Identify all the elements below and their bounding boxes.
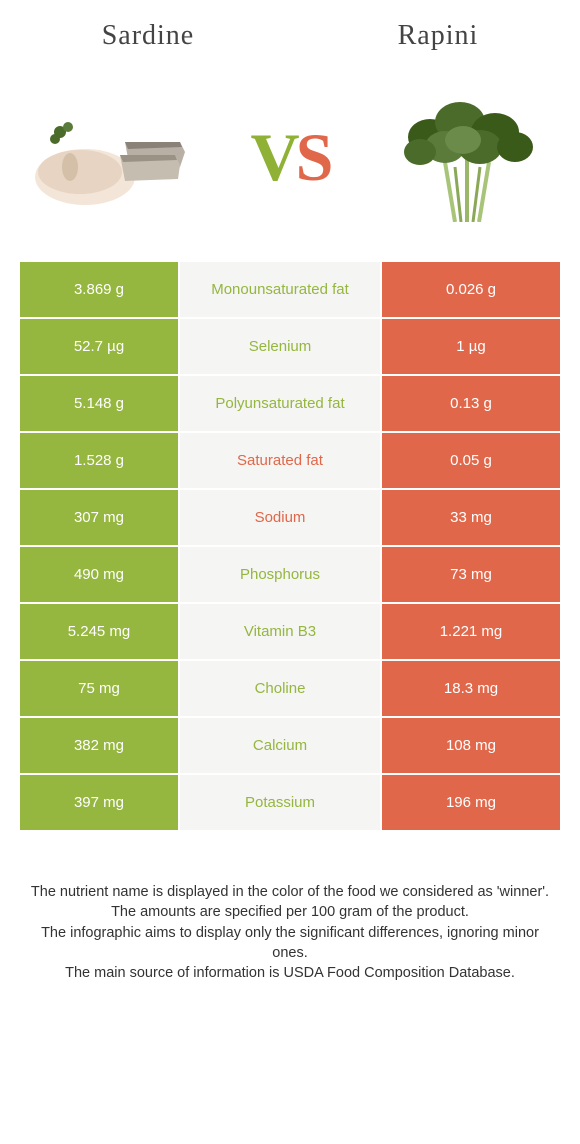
vs-label: VS xyxy=(251,118,330,197)
right-value: 33 mg xyxy=(380,490,560,547)
header: Sardine Rapini xyxy=(0,0,580,62)
footer-notes: The nutrient name is displayed in the co… xyxy=(0,832,580,983)
infographic-container: Sardine Rapini VS xyxy=(0,0,580,983)
nutrient-label: Polyunsaturated fat xyxy=(180,376,380,433)
table-row: 75 mgCholine18.3 mg xyxy=(20,661,560,718)
left-value: 307 mg xyxy=(20,490,180,547)
left-value: 397 mg xyxy=(20,775,180,832)
left-value: 1.528 g xyxy=(20,433,180,490)
right-value: 1.221 mg xyxy=(380,604,560,661)
left-food-title: Sardine xyxy=(102,20,195,52)
right-value: 0.026 g xyxy=(380,262,560,319)
left-value: 75 mg xyxy=(20,661,180,718)
nutrient-label: Phosphorus xyxy=(180,547,380,604)
sardine-image xyxy=(30,92,195,222)
table-row: 5.148 gPolyunsaturated fat0.13 g xyxy=(20,376,560,433)
right-value: 18.3 mg xyxy=(380,661,560,718)
footer-line: The nutrient name is displayed in the co… xyxy=(30,882,550,902)
right-value: 196 mg xyxy=(380,775,560,832)
right-value: 73 mg xyxy=(380,547,560,604)
images-row: VS xyxy=(0,62,580,262)
footer-line: The main source of information is USDA F… xyxy=(30,963,550,983)
nutrient-label: Sodium xyxy=(180,490,380,547)
left-value: 382 mg xyxy=(20,718,180,775)
right-food-title: Rapini xyxy=(398,20,479,52)
nutrient-label: Potassium xyxy=(180,775,380,832)
footer-line: The amounts are specified per 100 gram o… xyxy=(30,902,550,922)
nutrient-label: Choline xyxy=(180,661,380,718)
nutrient-label: Calcium xyxy=(180,718,380,775)
table-row: 1.528 gSaturated fat0.05 g xyxy=(20,433,560,490)
nutrient-label: Selenium xyxy=(180,319,380,376)
left-value: 490 mg xyxy=(20,547,180,604)
table-row: 397 mgPotassium196 mg xyxy=(20,775,560,832)
table-row: 490 mgPhosphorus73 mg xyxy=(20,547,560,604)
footer-line: The infographic aims to display only the… xyxy=(30,923,550,964)
table-row: 3.869 gMonounsaturated fat0.026 g xyxy=(20,262,560,319)
vs-s: S xyxy=(296,119,330,195)
rapini-image xyxy=(385,92,550,222)
right-value: 0.05 g xyxy=(380,433,560,490)
table-row: 307 mgSodium33 mg xyxy=(20,490,560,547)
nutrient-label: Monounsaturated fat xyxy=(180,262,380,319)
table-row: 5.245 mgVitamin B31.221 mg xyxy=(20,604,560,661)
nutrient-label: Saturated fat xyxy=(180,433,380,490)
left-value: 52.7 µg xyxy=(20,319,180,376)
vs-v: V xyxy=(251,119,296,195)
left-value: 3.869 g xyxy=(20,262,180,319)
right-value: 1 µg xyxy=(380,319,560,376)
table-row: 52.7 µgSelenium1 µg xyxy=(20,319,560,376)
table-row: 382 mgCalcium108 mg xyxy=(20,718,560,775)
right-value: 0.13 g xyxy=(380,376,560,433)
left-value: 5.245 mg xyxy=(20,604,180,661)
right-value: 108 mg xyxy=(380,718,560,775)
nutrient-table: 3.869 gMonounsaturated fat0.026 g52.7 µg… xyxy=(20,262,560,832)
left-value: 5.148 g xyxy=(20,376,180,433)
nutrient-label: Vitamin B3 xyxy=(180,604,380,661)
